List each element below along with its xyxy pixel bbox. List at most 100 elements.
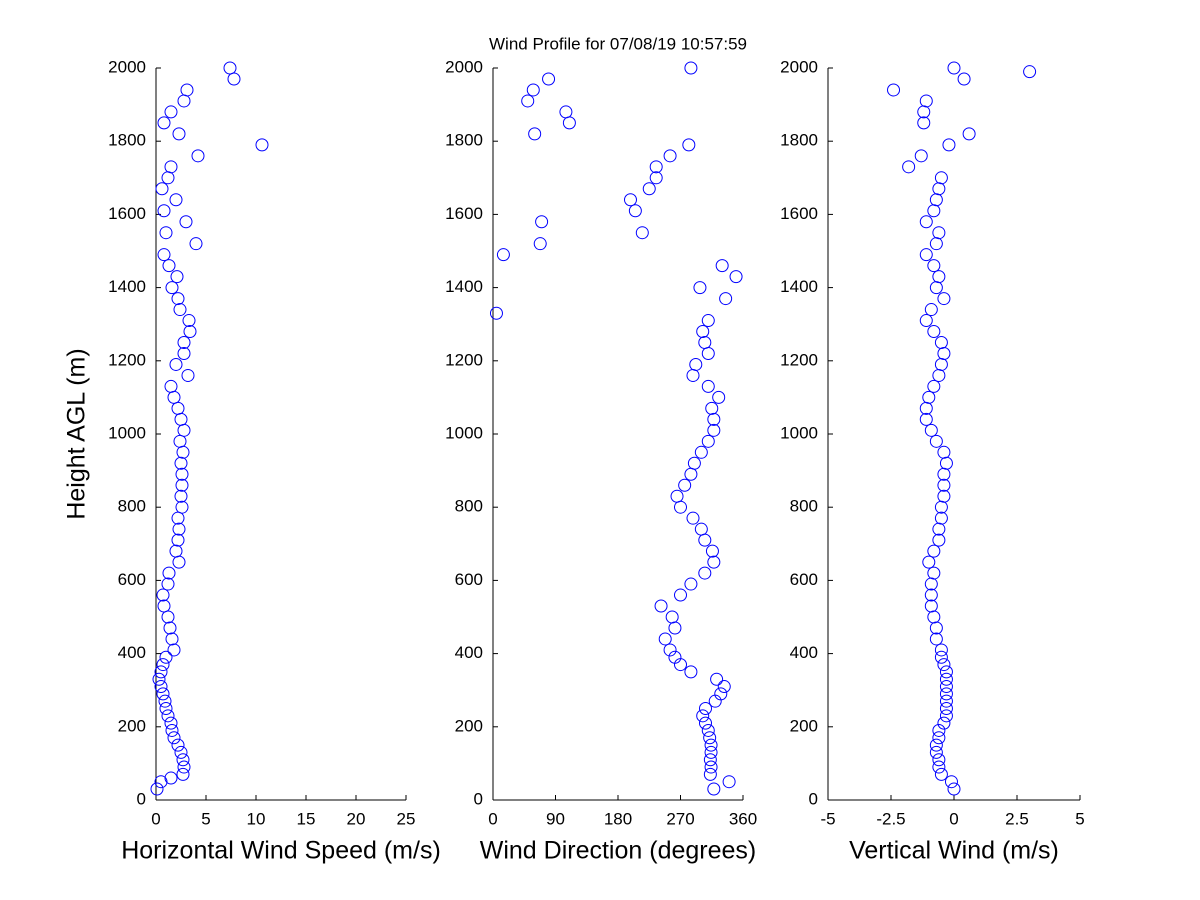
- point: [533, 237, 547, 251]
- point: [165, 723, 179, 737]
- point: [939, 665, 953, 679]
- point: [173, 303, 187, 317]
- y-tick-label: 200: [118, 716, 146, 735]
- point: [929, 434, 943, 448]
- y-tick-label: 400: [118, 643, 146, 662]
- point: [175, 500, 189, 514]
- point: [902, 160, 916, 174]
- point: [176, 767, 190, 781]
- point: [165, 632, 179, 646]
- point: [704, 738, 718, 752]
- point: [154, 665, 168, 679]
- point: [932, 270, 946, 284]
- point: [152, 672, 166, 686]
- x-tick-label: 90: [546, 809, 565, 828]
- y-tick-label: 800: [790, 497, 818, 516]
- point: [164, 716, 178, 730]
- point: [164, 771, 178, 785]
- point: [932, 533, 946, 547]
- point: [684, 61, 698, 75]
- point: [658, 632, 672, 646]
- point: [528, 127, 542, 141]
- point: [710, 672, 724, 686]
- point: [689, 357, 703, 371]
- point: [559, 105, 573, 119]
- y-tick-label: 1400: [445, 277, 483, 296]
- point: [670, 489, 684, 503]
- x-tick-label: 2.5: [1005, 809, 1029, 828]
- point: [164, 379, 178, 393]
- point: [169, 193, 183, 207]
- point: [154, 680, 168, 694]
- point: [944, 775, 958, 789]
- point: [157, 116, 171, 130]
- point: [719, 292, 733, 306]
- point: [939, 694, 953, 708]
- point: [159, 226, 173, 240]
- point: [707, 412, 721, 426]
- point: [701, 379, 715, 393]
- point: [934, 511, 948, 525]
- point: [707, 555, 721, 569]
- point: [703, 731, 717, 745]
- y-tick-label: 800: [455, 497, 483, 516]
- point: [489, 306, 503, 320]
- point: [171, 292, 185, 306]
- point: [924, 303, 938, 317]
- point: [663, 149, 677, 163]
- point: [707, 423, 721, 437]
- point: [642, 182, 656, 196]
- y-tick-label: 2000: [445, 57, 483, 76]
- point: [922, 390, 936, 404]
- x-axis-label: Wind Direction (degrees): [480, 837, 757, 865]
- x-tick-label: 0: [949, 809, 958, 828]
- point: [163, 621, 177, 635]
- y-tick-label: 2000: [108, 57, 146, 76]
- point: [183, 325, 197, 339]
- point: [175, 467, 189, 481]
- point: [171, 738, 185, 752]
- point: [919, 314, 933, 328]
- point: [649, 171, 663, 185]
- point: [927, 379, 941, 393]
- point: [496, 248, 510, 262]
- point: [176, 753, 190, 767]
- y-tick-label: 200: [790, 716, 818, 735]
- point: [922, 555, 936, 569]
- point: [937, 658, 951, 672]
- y-tick-label: 0: [137, 789, 146, 808]
- point: [177, 760, 191, 774]
- point: [934, 171, 948, 185]
- y-tick-label: 1800: [445, 131, 483, 150]
- point: [175, 478, 189, 492]
- point: [174, 456, 188, 470]
- point: [914, 149, 928, 163]
- point: [919, 412, 933, 426]
- point: [694, 522, 708, 536]
- point: [939, 680, 953, 694]
- point: [649, 160, 663, 174]
- point: [962, 127, 976, 141]
- y-tick-label: 1600: [780, 204, 818, 223]
- x-tick-label: 20: [347, 809, 366, 828]
- point: [696, 709, 710, 723]
- point: [729, 270, 743, 284]
- point: [167, 731, 181, 745]
- point: [924, 423, 938, 437]
- point: [712, 390, 726, 404]
- point: [937, 478, 951, 492]
- x-tick-label: 180: [604, 809, 632, 828]
- y-tick-label: 1000: [780, 423, 818, 442]
- point: [937, 489, 951, 503]
- point: [635, 226, 649, 240]
- point: [917, 116, 931, 130]
- point: [177, 346, 191, 360]
- point: [172, 522, 186, 536]
- point: [934, 336, 948, 349]
- x-tick-label: -2.5: [876, 809, 905, 828]
- point: [678, 478, 692, 492]
- point: [715, 259, 729, 273]
- point: [696, 325, 710, 339]
- y-tick-label: 1200: [445, 350, 483, 369]
- point: [255, 138, 269, 152]
